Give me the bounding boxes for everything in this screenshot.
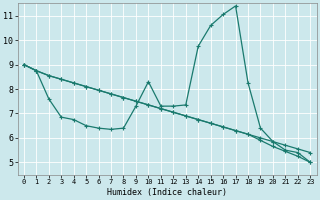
X-axis label: Humidex (Indice chaleur): Humidex (Indice chaleur) (107, 188, 227, 197)
